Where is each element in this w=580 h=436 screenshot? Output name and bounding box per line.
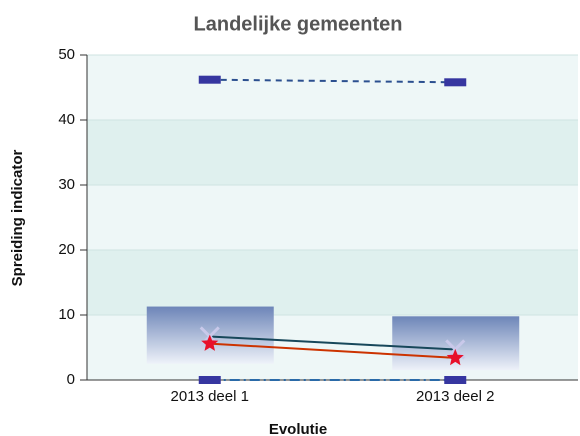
x-tick-label: 2013 deel 1	[171, 388, 249, 405]
y-tick-label: 10	[58, 306, 75, 323]
y-tick-label: 0	[67, 371, 75, 388]
plot-band	[87, 185, 578, 250]
marker	[446, 348, 464, 366]
x-tick-label: 2013 deel 2	[416, 388, 494, 405]
plot-band	[87, 120, 578, 185]
plot-band	[87, 55, 578, 120]
marker	[444, 78, 467, 87]
y-axis-label: Spreiding indicator	[9, 150, 26, 287]
y-tick-label: 20	[58, 241, 75, 258]
y-tick-label: 40	[58, 111, 75, 128]
plot-band	[87, 250, 578, 315]
series-line	[209, 335, 456, 351]
x-axis-label: Evolutie	[269, 421, 327, 436]
marker	[201, 334, 219, 351]
y-tick-label: 50	[58, 46, 75, 63]
chart-title: Landelijke gemeenten	[194, 13, 403, 35]
marker	[444, 376, 467, 384]
marker	[198, 376, 221, 384]
y-tick-label: 30	[58, 176, 75, 193]
series-line	[209, 78, 456, 84]
series-line	[209, 342, 456, 359]
marker	[198, 75, 221, 84]
